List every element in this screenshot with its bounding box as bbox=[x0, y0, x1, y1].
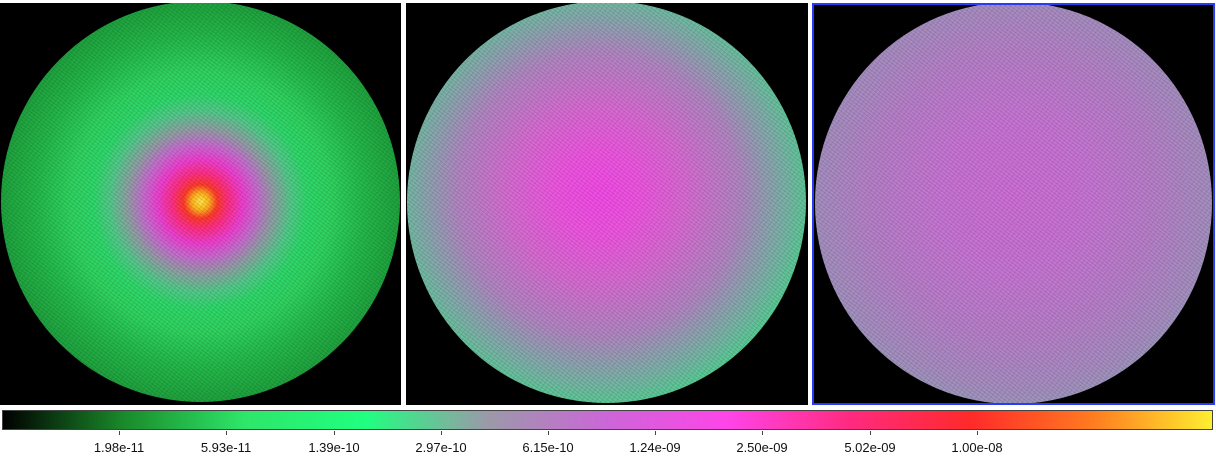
colorbar-tick bbox=[334, 431, 335, 435]
colorbar-tick-label: 1.24e-09 bbox=[629, 440, 681, 455]
colorbar-tick bbox=[119, 431, 120, 435]
image-frame-1[interactable] bbox=[0, 3, 401, 405]
colorbar-tick bbox=[441, 431, 442, 435]
image-disk-2 bbox=[407, 3, 806, 403]
colorbar-tick-label: 1.00e-08 bbox=[951, 440, 1003, 455]
colorbar-tick-label: 1.39e-10 bbox=[308, 440, 360, 455]
colorbar-tick bbox=[977, 431, 978, 435]
colorbar-tick-label: 5.93e-11 bbox=[200, 440, 252, 455]
colorbar-tick-label: 2.50e-09 bbox=[736, 440, 788, 455]
image-disk-1 bbox=[1, 3, 400, 402]
colorbar-tick bbox=[870, 431, 871, 435]
colorbar-tick-label: 2.97e-10 bbox=[415, 440, 467, 455]
image-frame-2[interactable] bbox=[406, 3, 808, 405]
colorbar-tick bbox=[762, 431, 763, 435]
colorbar-tick-label: 5.02e-09 bbox=[844, 440, 896, 455]
colorbar[interactable] bbox=[2, 410, 1213, 430]
colorbar-tick-label: 6.15e-10 bbox=[522, 440, 574, 455]
frame-area bbox=[0, 3, 1215, 405]
colorbar-tick-labels: 1.98e-11 5.93e-11 1.39e-10 2.97e-10 6.15e-10… bbox=[0, 431, 1216, 458]
colorbar-tick bbox=[655, 431, 656, 435]
image-frame-3-selected[interactable] bbox=[812, 3, 1215, 405]
colorbar-tick bbox=[226, 431, 227, 435]
image-disk-3 bbox=[815, 5, 1212, 403]
colorbar-tick-label: 1.98e-11 bbox=[93, 440, 145, 455]
colorbar-tick bbox=[548, 431, 549, 435]
